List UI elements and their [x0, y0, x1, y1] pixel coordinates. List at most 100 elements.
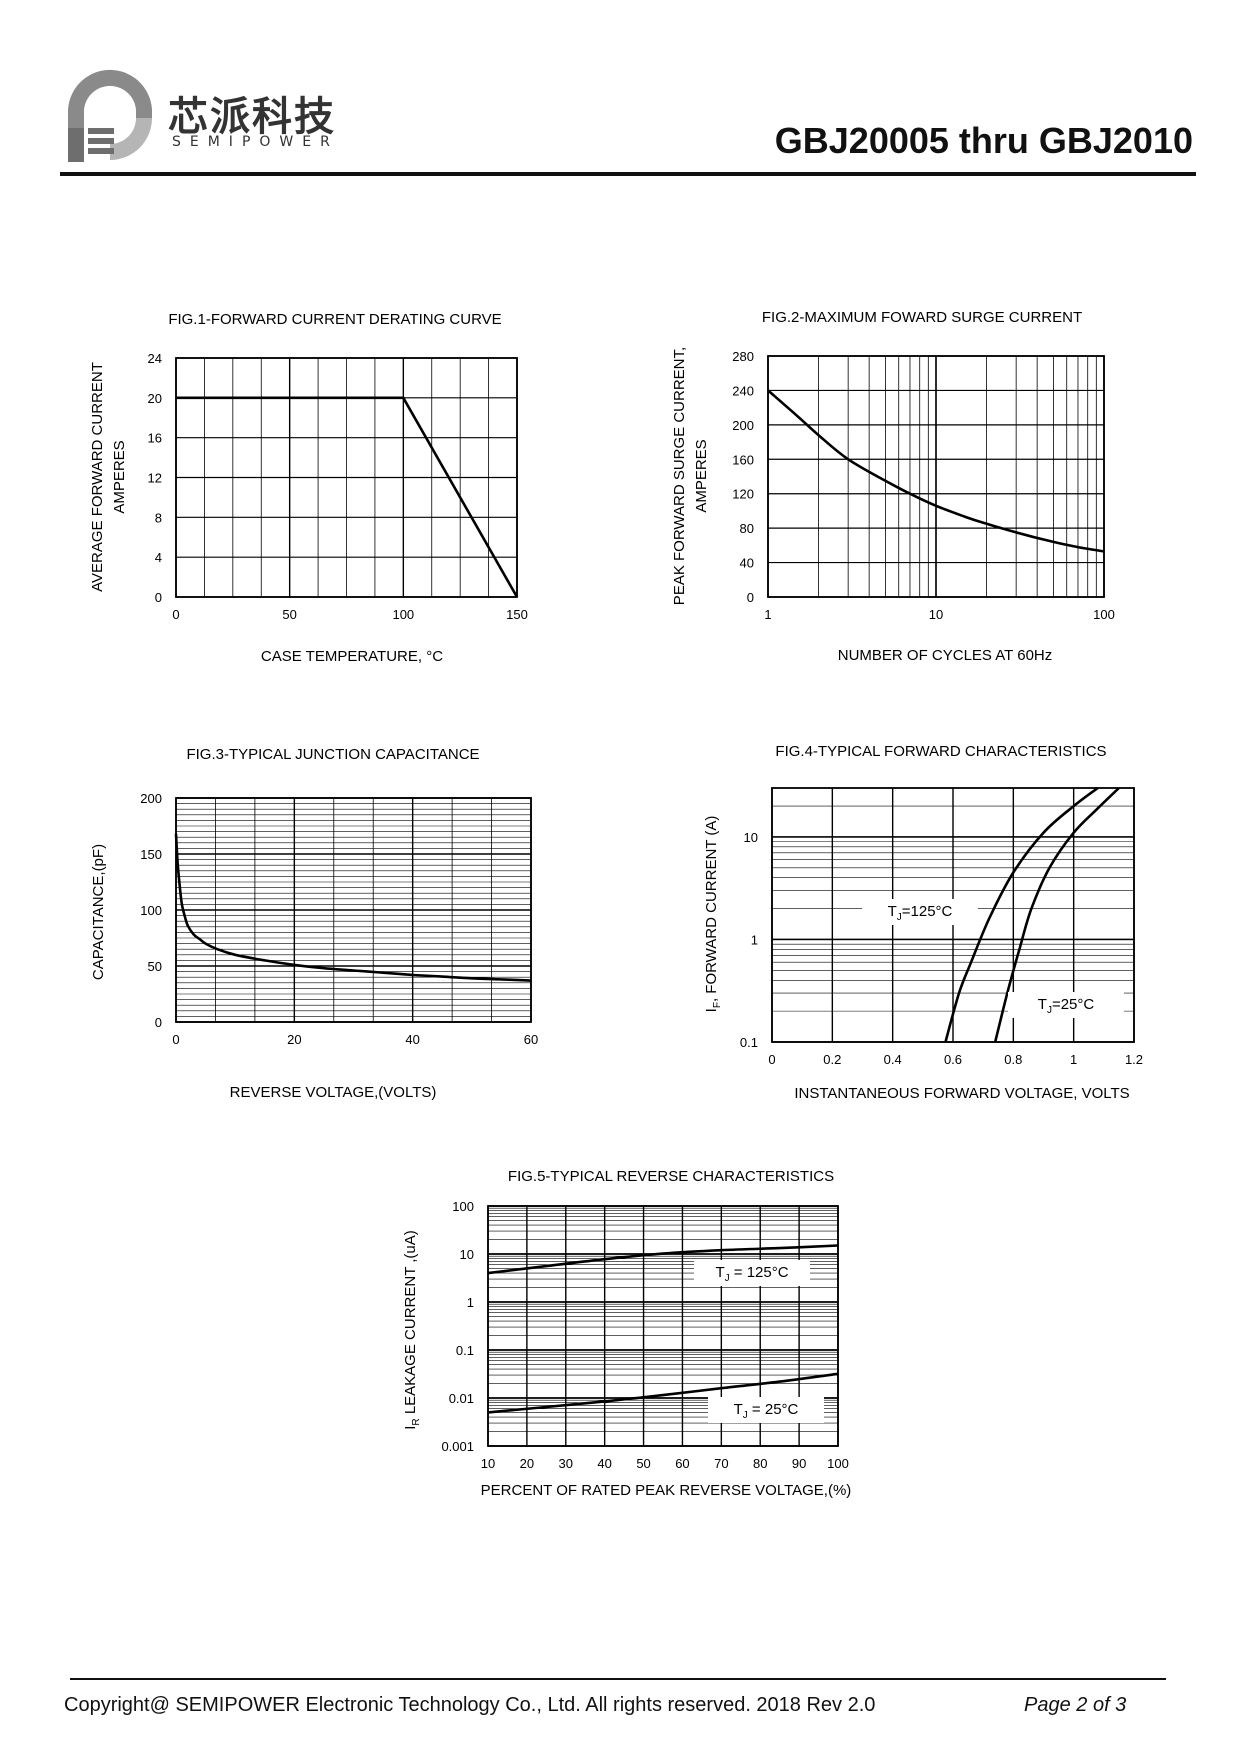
fig5-ytick-label: 1 [467, 1295, 474, 1310]
svg-text:TJ=125°C: TJ=125°C [888, 903, 953, 923]
fig5-xtick-label: 60 [675, 1456, 689, 1471]
brand-name-cn: 芯派科技 [168, 94, 336, 140]
fig5-xtick-label: 40 [597, 1456, 611, 1471]
fig5-series-label-2: TJ = 25°C [708, 1397, 824, 1423]
fig2-ytick-label: 240 [732, 383, 754, 398]
fig5-title: FIG.5-TYPICAL REVERSE CHARACTERISTICS [508, 1168, 834, 1185]
fig4-ytick-label: 0.1 [740, 1035, 758, 1050]
fig5-xtick-label: 80 [753, 1456, 767, 1471]
fig5-ytick-label: 0.1 [456, 1343, 474, 1358]
fig1-title: FIG.1-FORWARD CURRENT DERATING CURVE [168, 311, 501, 328]
fig2-ylabel: PEAK FORWARD SURGE CURRENT, [671, 347, 688, 605]
fig5-xtick-label: 70 [714, 1456, 728, 1471]
fig2-grid [767, 355, 1105, 598]
fig4-xtick-label: 0.6 [944, 1052, 962, 1067]
fig1-grid [175, 357, 518, 598]
fig4-xtick-label: 0 [768, 1052, 775, 1067]
fig2-ytick-label: 160 [732, 452, 754, 467]
fig4-ytick-label: 1 [751, 932, 758, 947]
fig4-series-line-2 [993, 787, 1120, 1043]
fig4-xtick-label: 0.2 [823, 1052, 841, 1067]
fig4-xtick-label: 0.8 [1004, 1052, 1022, 1067]
fig4-chart: 0 0.2 0.4 0.6 0.8 1 1.2 0.1 1 10 FIG.4-TYPICAL FOR… [703, 743, 1143, 1102]
fig3-ytick-label: 150 [140, 847, 162, 862]
fig4-xlabel: INSTANTANEOUS FORWARD VOLTAGE, VOLTS [794, 1085, 1129, 1102]
fig2-ytick-label: 40 [740, 556, 754, 571]
fig4-ytick-label: 10 [744, 830, 758, 845]
fig5-series-line-1 [487, 1244, 839, 1275]
fig3-xtick-label: 20 [287, 1032, 301, 1047]
fig4-title: FIG.4-TYPICAL FORWARD CHARACTERISTICS [775, 743, 1106, 760]
fig2-xtick-label: 10 [929, 607, 943, 622]
fig3-ytick-label: 100 [140, 903, 162, 918]
fig5-xtick-label: 20 [520, 1456, 534, 1471]
fig2-xlabel: NUMBER OF CYCLES AT 60Hz [838, 647, 1053, 664]
fig2-ytick-label: 280 [732, 349, 754, 364]
fig2-xtick-label: 100 [1093, 607, 1115, 622]
fig2-xtick-label: 1 [764, 607, 771, 622]
fig5-ytick-label: 0.01 [449, 1391, 474, 1406]
footer-divider [70, 1678, 1166, 1680]
fig3-chart: 0 20 40 60 0 50 100 150 200 FIG.3-TYPICAL JUNCTIO… [90, 746, 538, 1101]
fig4-ylabel: IF, FORWARD CURRENT (A) [703, 816, 723, 1013]
fig1-xlabel: CASE TEMPERATURE, °C [261, 648, 443, 665]
fig5-ytick-label: 100 [452, 1199, 474, 1214]
page-header: 芯派科技 SEMIPOWER GBJ20005 thru GBJ2010 [0, 0, 1241, 190]
fig2-title: FIG.2-MAXIMUM FOWARD SURGE CURRENT [762, 309, 1082, 326]
fig3-xtick-label: 40 [405, 1032, 419, 1047]
fig2-ytick-label: 80 [740, 521, 754, 536]
fig5-xlabel: PERCENT OF RATED PEAK REVERSE VOLTAGE,(%… [481, 1482, 852, 1499]
fig5-series-label-1: TJ = 125°C [694, 1260, 810, 1286]
fig5-xtick-label: 50 [636, 1456, 650, 1471]
svg-text:TJ = 25°C: TJ = 25°C [734, 1401, 799, 1421]
fig1-ylabel: AVERAGE FORWARD CURRENT [89, 362, 106, 592]
fig5-xtick-label: 10 [481, 1456, 495, 1471]
fig1-ytick-label: 0 [155, 590, 162, 605]
fig3-ylabel: CAPACITANCE,(pF) [90, 844, 107, 980]
fig5-xtick-label: 90 [792, 1456, 806, 1471]
fig5-ytick-label: 0.001 [441, 1439, 474, 1454]
fig2-ytick-label: 120 [732, 487, 754, 502]
fig5-ytick-label: 10 [460, 1247, 474, 1262]
part-number-title: GBJ20005 thru GBJ2010 [774, 120, 1193, 161]
fig3-series-line-1 [174, 833, 532, 982]
fig4-xtick-label: 0.4 [884, 1052, 902, 1067]
fig3-ytick-label: 50 [148, 959, 162, 974]
fig2-ytick-label: 200 [732, 418, 754, 433]
fig3-xtick-label: 0 [172, 1032, 179, 1047]
fig4-xtick-label: 1 [1070, 1052, 1077, 1067]
svg-text:TJ=25°C: TJ=25°C [1038, 996, 1095, 1016]
fig1-ytick-label: 4 [155, 550, 162, 565]
fig3-xtick-label: 60 [524, 1032, 538, 1047]
fig5-xtick-label: 100 [827, 1456, 849, 1471]
fig5-ylabel: IR LEAKAGE CURRENT ,(uA) [402, 1230, 422, 1430]
fig3-xlabel: REVERSE VOLTAGE,(VOLTS) [230, 1084, 437, 1101]
fig1-ylabel: AMPERES [111, 440, 128, 513]
fig1-ytick-label: 20 [148, 391, 162, 406]
fig1-xtick-label: 0 [172, 607, 179, 622]
fig1-ytick-label: 8 [155, 510, 162, 525]
fig2-ytick-label: 0 [747, 590, 754, 605]
fig3-title: FIG.3-TYPICAL JUNCTION CAPACITANCE [186, 746, 479, 763]
fig1-xtick-label: 150 [506, 607, 528, 622]
header-divider [60, 172, 1196, 176]
svg-text:TJ = 125°C: TJ = 125°C [715, 1264, 788, 1284]
fig1-xtick-label: 50 [282, 607, 296, 622]
fig2-plot-frame [767, 355, 1105, 598]
fig1-series-line-1 [176, 396, 519, 598]
fig5-xtick-label: 30 [559, 1456, 573, 1471]
fig2-ylabel: AMPERES [693, 439, 710, 512]
fig1-plot-frame [175, 357, 518, 598]
fig4-series-line-1 [944, 786, 1099, 1043]
fig4-series-label-2: TJ=25°C [1008, 992, 1124, 1018]
fig4-plot-frame [771, 787, 1135, 1043]
copyright-notice: Copyright@ SEMIPOWER Electronic Technolo… [64, 1694, 876, 1716]
fig1-xtick-label: 100 [392, 607, 414, 622]
page-number: Page 2 of 3 [1024, 1694, 1127, 1716]
fig4-xtick-label: 1.2 [1125, 1052, 1143, 1067]
fig2-chart: 1 10 100 0 40 80 120 160 200 240 280 FIG.2-MAXIMUM … [671, 309, 1115, 664]
fig3-ytick-label: 0 [155, 1015, 162, 1030]
fig1-chart: 0 50 100 150 0 4 8 12 16 20 24 FIG.1-FORWARD CURREN… [89, 311, 528, 665]
fig1-ytick-label: 16 [148, 431, 162, 446]
